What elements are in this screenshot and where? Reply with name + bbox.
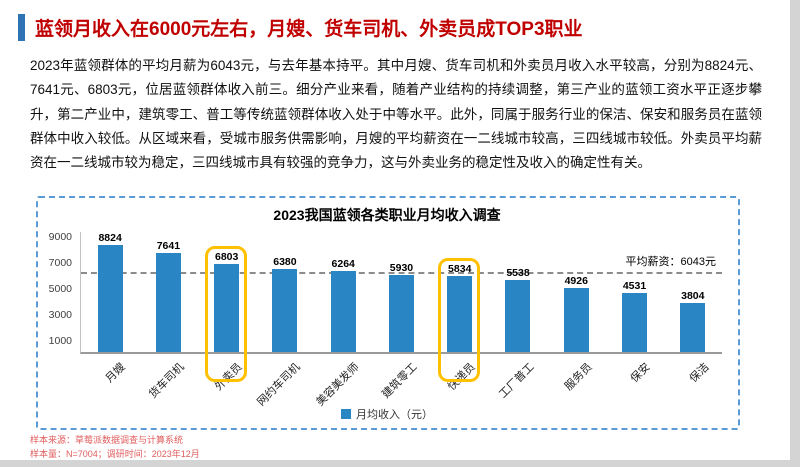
bar-value-label: 8824 [98, 232, 122, 244]
bar [214, 263, 240, 352]
bar-建筑零工: 5930 [372, 232, 430, 352]
footnote-source: 样本来源：草莓派数据调查与计算系统 [30, 435, 184, 445]
x-label-建筑零工: 建筑零工 [379, 361, 420, 401]
bar-保洁: 3804 [664, 232, 722, 352]
footnote-sample: 样本量：N=7004；调研时间：2023年12月 [30, 448, 200, 459]
bar-value-label: 7641 [156, 239, 181, 252]
footnotes: 样本来源：草莓派数据调查与计算系统 样本量：N=7004；调研时间：2023年1… [30, 434, 200, 461]
y-tick-label: 1000 [48, 335, 72, 348]
y-tick-label: 9000 [48, 231, 72, 244]
y-tick-label: 5000 [48, 283, 72, 296]
y-tick-label: 3000 [48, 309, 72, 322]
chart-body: 1000 3000 5000 7000 9000 8824 7641 6803 6380 626… [46, 231, 728, 409]
bar-货车司机: 7641 [139, 232, 197, 352]
body-paragraph: 2023年蓝领群体的平均月薪为6043元，与去年基本持平。其中月嫂、货车司机和外… [30, 58, 762, 171]
chart-legend: 月均收入（元） [46, 406, 728, 422]
bar [505, 280, 531, 352]
x-label-网约车司机: 网约车司机 [255, 361, 303, 409]
bar-保安: 4531 [605, 232, 663, 352]
bar-value-label: 4926 [564, 275, 588, 288]
chart-title: 2023我国蓝领各类职业月均收入调查 [273, 207, 501, 223]
report-slide: 蓝领月收入在6000元左右，月嫂、货车司机、外卖员成TOP3职业 2023年蓝领… [0, 0, 790, 460]
bar-value-label: 6803 [214, 250, 239, 263]
bar [447, 276, 473, 352]
bar-value-label: 3804 [681, 289, 705, 302]
legend-label: 月均收入（元） [356, 409, 433, 421]
bar [388, 275, 414, 352]
bar-value-label: 4531 [622, 280, 647, 293]
bar-外卖员: 6803 [198, 232, 256, 352]
x-label-美容美发师: 美容美发师 [313, 361, 362, 409]
bar [563, 288, 589, 352]
header: 蓝领月收入在6000元左右，月嫂、货车司机、外卖员成TOP3职业 [18, 14, 583, 41]
bar [680, 302, 706, 352]
title-accent-bar [18, 14, 25, 41]
legend-swatch-icon [341, 409, 351, 419]
y-axis: 1000 3000 5000 7000 9000 [46, 231, 80, 354]
bar [97, 245, 123, 352]
x-label-月嫂: 月嫂 [103, 361, 128, 386]
x-label-工厂普工: 工厂普工 [496, 361, 537, 401]
page-title: 蓝领月收入在6000元左右，月嫂、货车司机、外卖员成TOP3职业 [35, 19, 583, 40]
plot-area: 8824 7641 6803 6380 6264 5930 5834 5538 4926 4531… [80, 232, 722, 409]
bar-网约车司机: 6380 [256, 232, 314, 352]
bar-value-label: 5834 [448, 263, 472, 276]
average-line [81, 271, 722, 274]
x-axis-labels: 月嫂 货车司机 外卖员 网约车司机 美容美发师 建筑零工 快递员 工厂普工 服务员 保安 保洁 [80, 354, 722, 409]
y-tick-label: 7000 [48, 257, 72, 270]
chart-panel: 2023我国蓝领各类职业月均收入调查 1000 3000 5000 7000 9000 … [36, 196, 740, 430]
bar-月嫂: 8824 [81, 232, 139, 352]
bar-工厂普工: 5538 [489, 232, 547, 352]
x-label-外卖员: 外卖员 [212, 361, 245, 393]
x-label-保安: 保安 [628, 361, 654, 386]
bar-服务员: 4926 [547, 232, 605, 352]
x-label-服务员: 服务员 [562, 361, 595, 393]
bar-快递员: 5834 [431, 232, 489, 352]
bar [155, 252, 181, 352]
average-label: 平均薪资：6043元 [625, 255, 716, 268]
bar-value-label: 6264 [331, 257, 355, 270]
x-label-快递员: 快递员 [446, 361, 478, 393]
bar-美容美发师: 6264 [314, 232, 372, 352]
bar-value-label: 5930 [389, 262, 414, 275]
bar-value-label: 6380 [273, 256, 297, 269]
x-label-保洁: 保洁 [687, 361, 712, 386]
bar [330, 270, 356, 352]
bar-value-label: 5538 [506, 267, 530, 280]
bar [622, 293, 648, 352]
x-label-货车司机: 货车司机 [146, 361, 187, 401]
bar-plot: 8824 7641 6803 6380 6264 5930 5834 5538 4926 4531… [80, 232, 722, 354]
bar [272, 269, 298, 352]
